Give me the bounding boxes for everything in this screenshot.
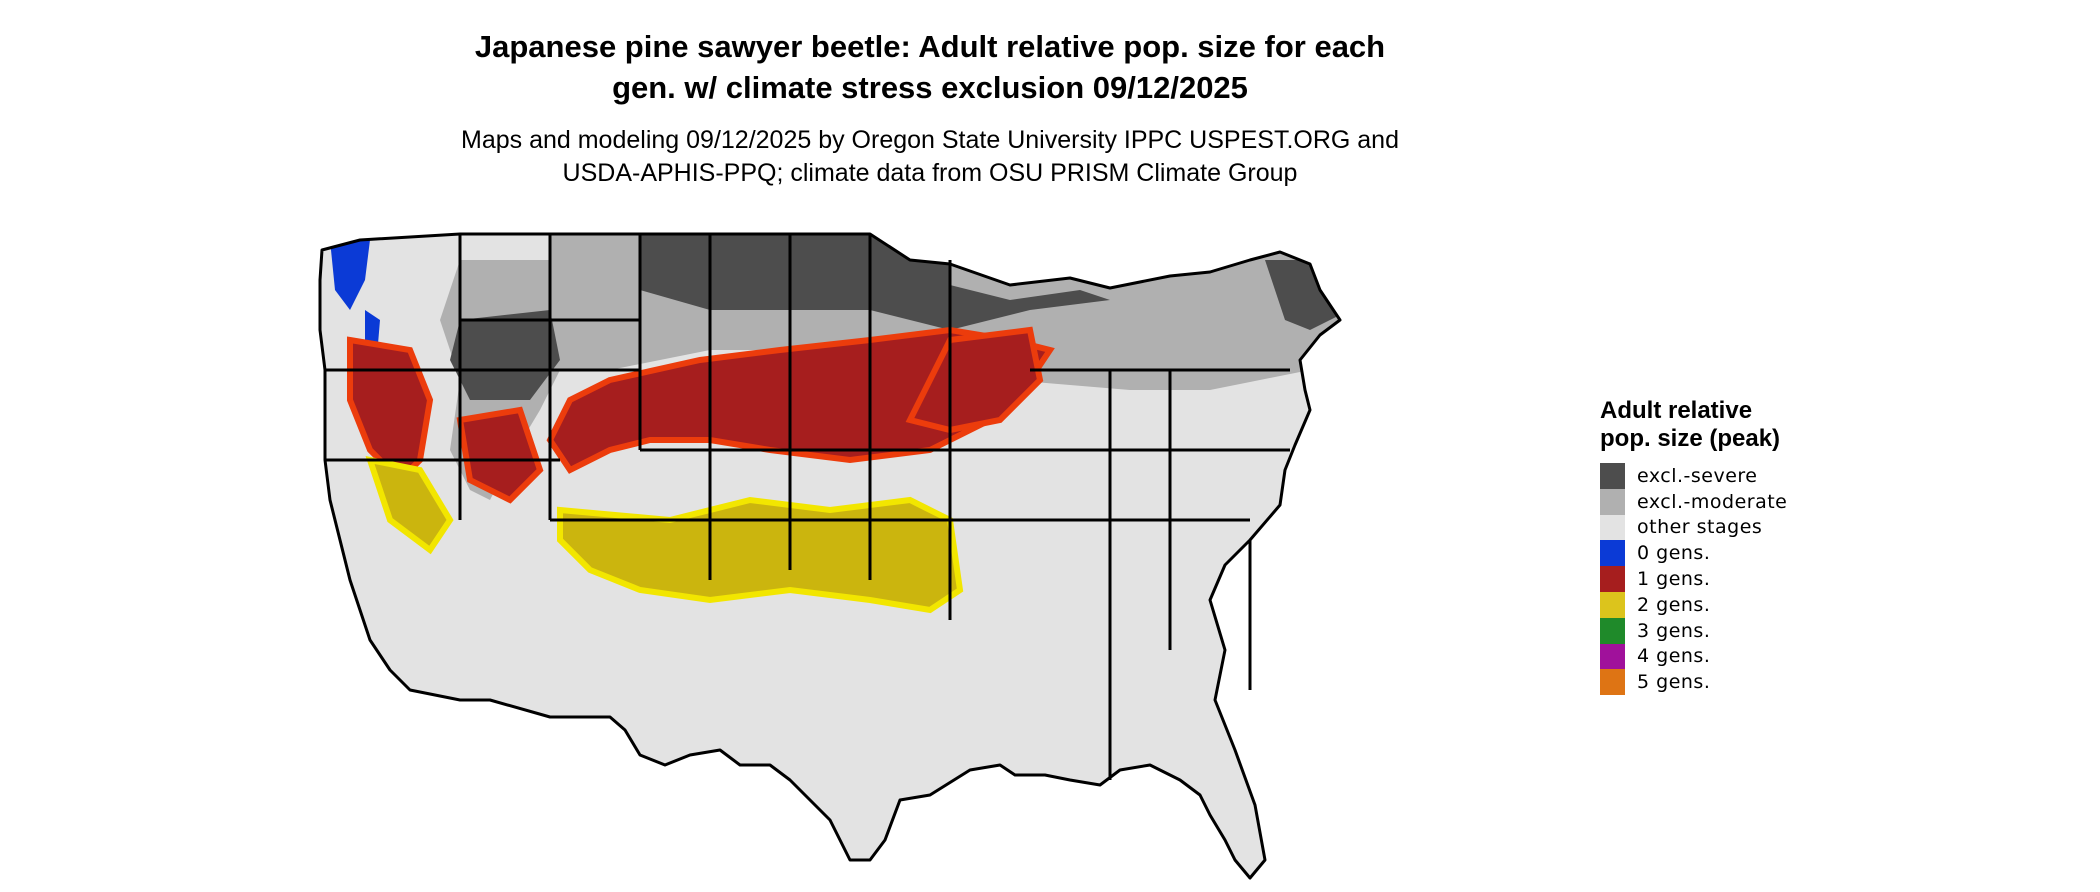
state-boundaries [318,232,1342,880]
legend-swatch [1600,566,1625,592]
legend-swatch [1600,669,1625,696]
one-gens-east [905,326,1044,434]
legend-label: excl.-moderate [1637,490,1788,513]
legend-label: other stages [1637,516,1763,539]
legend-swatch [1600,643,1625,670]
legend-swatch [1600,463,1625,489]
excl-severe-region [640,234,1110,330]
legend-label: 0 gens. [1637,542,1711,565]
legend-items: excl.-severe excl.-moderate other stages 0 … [1600,463,1860,696]
legend-label: 3 gens. [1637,619,1711,642]
zero-gens-northwest [330,240,370,310]
legend-label: 5 gens. [1637,671,1711,694]
legend-item: 1 gens. [1600,566,1860,592]
legend-item: 4 gens. [1600,643,1860,670]
legend-item: 3 gens. [1600,617,1860,644]
two-gens-southwest [365,456,454,555]
us-map [318,232,1342,880]
legend-item: 5 gens. [1600,669,1860,696]
map-legend: Adult relative pop. size (peak) excl.-se… [1600,397,1860,696]
legend-item: other stages [1600,514,1860,541]
one-gens-four-corners [456,406,544,504]
legend-swatch [1600,617,1625,644]
two-gens-gulf [557,496,964,614]
legend-item: 0 gens. [1600,540,1860,567]
subtitle-line-1: Maps and modeling 09/12/2025 by Oregon S… [461,126,1399,154]
legend-swatch [1600,514,1625,541]
title-line-2: gen. w/ climate stress exclusion 09/12/2… [612,70,1248,105]
legend-swatch [1600,591,1625,618]
title-line-1: Japanese pine sawyer beetle: Adult relat… [474,29,1386,64]
legend-label: 4 gens. [1637,645,1711,668]
map-title: Japanese pine sawyer beetle: Adult relat… [380,26,1480,108]
legend-item: 2 gens. [1600,591,1860,618]
legend-item: excl.-moderate [1600,488,1860,515]
legend-title: Adult relative pop. size (peak) [1600,397,1781,452]
excl-severe-wyoming [450,310,560,400]
legend-label: excl.-severe [1637,464,1758,487]
legend-item: excl.-severe [1600,463,1860,489]
state-lines [325,234,1290,780]
legend-label: 1 gens. [1637,568,1711,591]
legend-swatch [1600,540,1625,567]
subtitle-line-2: USDA-APHIS-PPQ; climate data from OSU PR… [562,159,1298,187]
map-subtitle: Maps and modeling 09/12/2025 by Oregon S… [380,124,1480,190]
legend-label: 2 gens. [1637,593,1711,616]
legend-swatch [1600,488,1625,515]
